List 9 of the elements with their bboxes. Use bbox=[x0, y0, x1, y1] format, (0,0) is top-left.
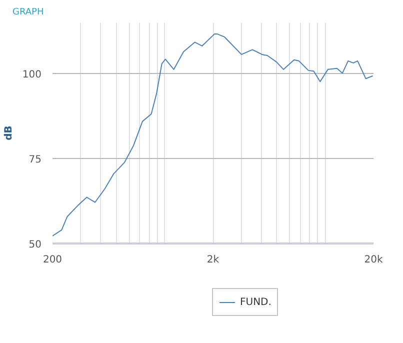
legend-label: FUND. bbox=[240, 296, 272, 309]
x-tick-label: 2k bbox=[206, 254, 220, 266]
x-tick-label: 200 bbox=[42, 254, 62, 266]
chart-title: GRAPH bbox=[12, 8, 44, 18]
y-tick-label: 50 bbox=[28, 240, 42, 250]
x-tick-label: 20k bbox=[364, 254, 383, 266]
y-tick-label: 75 bbox=[28, 154, 42, 166]
y-axis-title: dB bbox=[3, 126, 14, 140]
y-tick-label: 100 bbox=[22, 70, 42, 80]
